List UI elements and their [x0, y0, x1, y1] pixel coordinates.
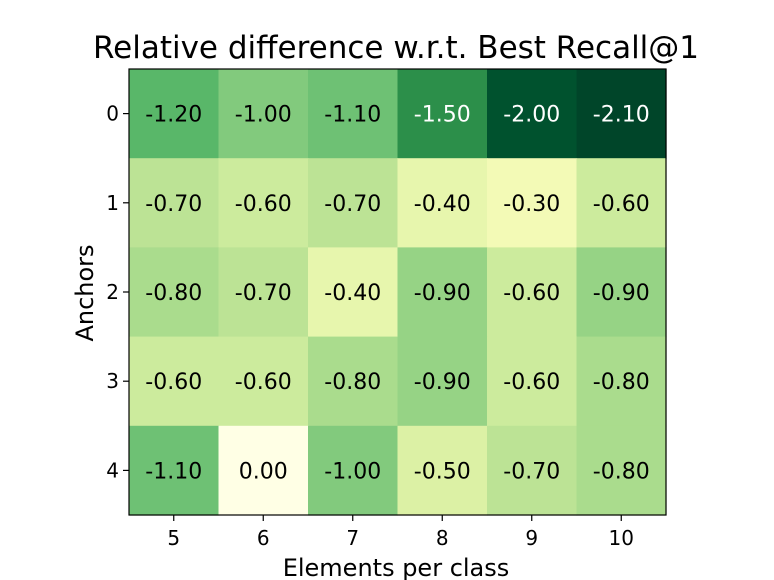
heatmap-cell — [129, 158, 220, 248]
heatmap-cell — [308, 158, 399, 248]
x-tick-label: 7 — [346, 526, 359, 550]
cell-value-label: -2.00 — [503, 103, 560, 128]
cell-value-label: -0.90 — [593, 281, 650, 306]
heatmap-cell — [487, 336, 578, 427]
heatmap-cell — [397, 336, 488, 427]
cell-value-label: -1.00 — [324, 459, 381, 484]
cell-value-label: -0.80 — [145, 281, 202, 306]
heatmap-cell — [129, 247, 220, 338]
y-axis-label: Anchors — [71, 244, 99, 341]
chart-title: Relative difference w.r.t. Best Recall@1 — [93, 30, 699, 66]
cell-value-label: -0.40 — [414, 192, 471, 217]
y-axis-ticks: 0 1 2 3 4 — [106, 102, 129, 482]
y-tick-label: 4 — [106, 458, 119, 482]
cell-value-label: -0.60 — [145, 370, 202, 395]
heatmap-cell — [397, 69, 488, 159]
y-tick-label: 2 — [106, 280, 119, 304]
y-tick-label: 1 — [106, 191, 119, 215]
cell-value-label: -1.50 — [414, 103, 471, 128]
x-tick-label: 9 — [525, 526, 538, 550]
heatmap-cell — [129, 69, 220, 159]
heatmap-cell — [576, 247, 667, 338]
heatmap-cell — [487, 247, 578, 338]
heatmap-cell — [129, 336, 220, 427]
cell-value-label: -1.00 — [235, 103, 292, 128]
cell-value-label: -0.60 — [503, 370, 560, 395]
cell-value-label: -0.60 — [235, 370, 292, 395]
heatmap-cell — [308, 425, 399, 516]
heatmap-cell — [218, 425, 309, 516]
cell-value-label: -0.90 — [414, 370, 471, 395]
cell-value-label: -0.50 — [414, 459, 471, 484]
cell-value-label: -0.70 — [235, 281, 292, 306]
cell-value-label: -0.60 — [593, 192, 650, 217]
heatmap-cell — [397, 247, 488, 338]
x-tick-label: 5 — [167, 526, 180, 550]
heatmap-cell — [218, 158, 309, 248]
x-tick-label: 8 — [436, 526, 449, 550]
cell-value-label: -0.70 — [324, 192, 381, 217]
cell-value-label: -1.10 — [145, 459, 202, 484]
heatmap-cell — [218, 247, 309, 338]
cell-value-label: -0.40 — [324, 281, 381, 306]
heatmap-cell — [487, 425, 578, 516]
cell-value-label: -0.70 — [503, 459, 560, 484]
heatmap-cell — [218, 336, 309, 427]
heatmap-cell — [487, 69, 578, 159]
heatmap-cell — [397, 158, 488, 248]
heatmap-cell — [129, 425, 220, 516]
cell-value-label: -0.80 — [324, 370, 381, 395]
y-tick-label: 3 — [106, 369, 119, 393]
x-tick-label: 6 — [257, 526, 270, 550]
cell-value-label: -0.30 — [503, 192, 560, 217]
heatmap-cell — [576, 425, 667, 516]
heatmap-cell — [308, 336, 399, 427]
cell-value-label: -1.20 — [145, 103, 202, 128]
heatmap-cell — [576, 69, 667, 159]
x-axis-label: Elements per class — [283, 554, 510, 580]
heatmap-cell — [487, 158, 578, 248]
heatmap-cell — [397, 425, 488, 516]
heatmap-cell — [308, 247, 399, 338]
x-tick-label: 10 — [609, 526, 634, 550]
cell-value-label: -0.70 — [145, 192, 202, 217]
heatmap-cell — [576, 158, 667, 248]
cell-value-label: -0.90 — [414, 281, 471, 306]
cell-value-label: -1.10 — [324, 103, 381, 128]
heatmap-cell — [218, 69, 309, 159]
cell-value-label: -0.80 — [593, 370, 650, 395]
cell-value-label: 0.00 — [239, 459, 288, 484]
x-axis-ticks: 5 6 7 8 9 10 — [167, 515, 634, 550]
cell-value-label: -0.60 — [503, 281, 560, 306]
cell-value-label: -2.10 — [593, 103, 650, 128]
heatmap-cell — [308, 69, 399, 159]
y-tick-label: 0 — [106, 102, 119, 126]
cell-value-label: -0.60 — [235, 192, 292, 217]
cell-value-label: -0.80 — [593, 459, 650, 484]
heatmap-cell — [576, 336, 667, 427]
heatmap-cells: -1.20 -1.00 -1.10 -1.50 -2.00 -2.10 -0.70 -0.60… — [129, 69, 667, 516]
